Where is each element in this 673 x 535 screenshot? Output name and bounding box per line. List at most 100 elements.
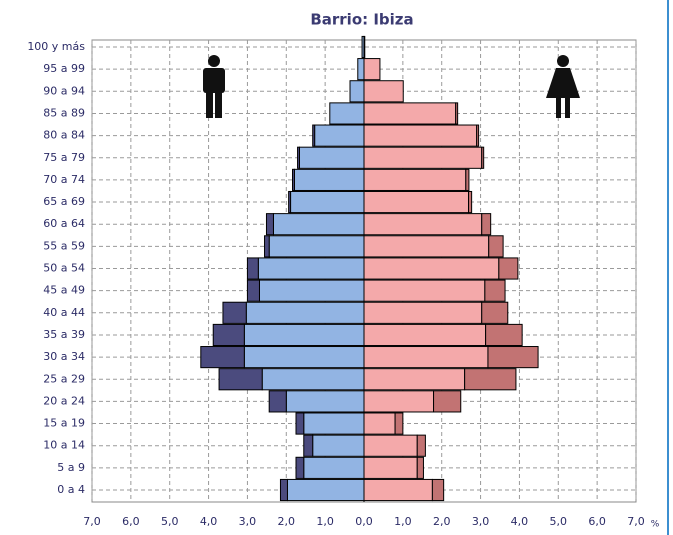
x-tick-label: 4,0 xyxy=(200,515,218,528)
bar xyxy=(476,124,480,147)
y-tick-label: 55 a 59 xyxy=(43,239,85,252)
bar xyxy=(363,257,500,280)
bar xyxy=(303,456,365,479)
bar xyxy=(363,434,418,457)
bar xyxy=(363,346,489,369)
bar xyxy=(363,235,490,258)
bar xyxy=(312,434,365,457)
y-tick-label: 80 a 84 xyxy=(43,129,85,142)
y-tick-label: 10 a 14 xyxy=(43,439,85,452)
bar xyxy=(488,235,504,258)
bar xyxy=(484,279,506,302)
bar xyxy=(363,168,467,191)
y-tick-label: 25 a 29 xyxy=(43,372,85,385)
bar xyxy=(272,213,365,236)
bar xyxy=(268,390,287,413)
y-tick-label: 5 a 9 xyxy=(57,461,85,474)
male-icon xyxy=(203,55,225,118)
bar xyxy=(288,190,292,214)
bar xyxy=(481,301,509,324)
bar xyxy=(295,456,305,479)
bar xyxy=(363,124,478,147)
bar xyxy=(268,235,365,258)
plot-area: 0 a 4 5 a 9 10 a 14 15 a 19 20 a 24 25 a 29 30… xyxy=(27,35,645,528)
y-tick-label: 30 a 34 xyxy=(43,350,85,363)
x-tick-label: 5,0 xyxy=(161,515,179,528)
bar xyxy=(243,323,365,347)
bar xyxy=(363,412,396,435)
x-tick-label: 2,0 xyxy=(433,515,451,528)
bar xyxy=(258,279,365,302)
bar xyxy=(498,257,519,280)
y-tick-label: 85 a 89 xyxy=(43,106,85,119)
bar xyxy=(279,478,288,502)
x-tick-label: 3,0 xyxy=(239,515,257,528)
bar xyxy=(363,390,435,413)
bar xyxy=(349,80,365,103)
bar xyxy=(363,146,483,169)
bar xyxy=(485,323,523,347)
bar xyxy=(295,412,305,435)
y-tick-label: 65 a 69 xyxy=(43,195,85,208)
bar xyxy=(363,323,487,347)
bar xyxy=(264,235,270,258)
female-icon xyxy=(546,55,580,118)
bar xyxy=(246,279,260,302)
bar xyxy=(312,124,316,147)
y-tick-label: 20 a 24 xyxy=(43,394,85,407)
bar xyxy=(464,368,517,391)
bar xyxy=(481,213,492,236)
bar xyxy=(416,456,424,479)
y-tick-label: 95 a 99 xyxy=(43,62,85,75)
y-tick-label: 35 a 39 xyxy=(43,328,85,341)
x-tick-label: 4,0 xyxy=(511,515,529,528)
bar xyxy=(245,301,365,324)
x-tick-label: 7,0 xyxy=(627,515,645,528)
bar xyxy=(218,368,263,391)
bar xyxy=(265,213,274,236)
bar xyxy=(290,190,365,214)
bar xyxy=(481,146,485,169)
bar xyxy=(286,478,365,502)
x-unit: % xyxy=(651,520,660,530)
y-tick-label: 70 a 74 xyxy=(43,173,85,186)
x-tick-label: 3,0 xyxy=(472,515,490,528)
bar xyxy=(357,58,365,81)
y-tick-label: 50 a 54 xyxy=(43,262,85,275)
bar xyxy=(363,456,418,479)
bar xyxy=(363,213,483,236)
bar xyxy=(293,168,365,191)
bar xyxy=(303,434,314,457)
x-tick-label: 2,0 xyxy=(278,515,296,528)
bar xyxy=(314,124,365,147)
bar xyxy=(363,190,470,214)
bar xyxy=(455,102,459,125)
bar xyxy=(363,279,486,302)
bar xyxy=(363,58,381,81)
y-tick-label: 15 a 19 xyxy=(43,417,85,430)
x-tick-label: 6,0 xyxy=(588,515,606,528)
bar xyxy=(363,102,457,125)
bar xyxy=(363,478,433,502)
y-tick-label: 45 a 49 xyxy=(43,284,85,297)
bar xyxy=(363,368,466,391)
bar xyxy=(468,190,473,214)
x-tick-label: 5,0 xyxy=(550,515,568,528)
bar xyxy=(363,301,483,324)
x-tick-label: 7,0 xyxy=(83,515,101,528)
y-tick-label: 0 a 4 xyxy=(57,483,85,496)
x-tick-label: 1,0 xyxy=(394,515,412,528)
bar xyxy=(433,390,462,413)
bar xyxy=(257,257,365,280)
bar xyxy=(329,102,365,125)
bar xyxy=(363,80,404,103)
chart-title: Barrio: Ibiza xyxy=(310,11,413,29)
x-tick-label: 1,0 xyxy=(316,515,334,528)
bar xyxy=(261,368,365,391)
x-tick-label: 6,0 xyxy=(122,515,140,528)
bar xyxy=(416,434,426,457)
bar xyxy=(243,346,365,369)
bar xyxy=(487,346,539,369)
bar xyxy=(212,323,245,347)
